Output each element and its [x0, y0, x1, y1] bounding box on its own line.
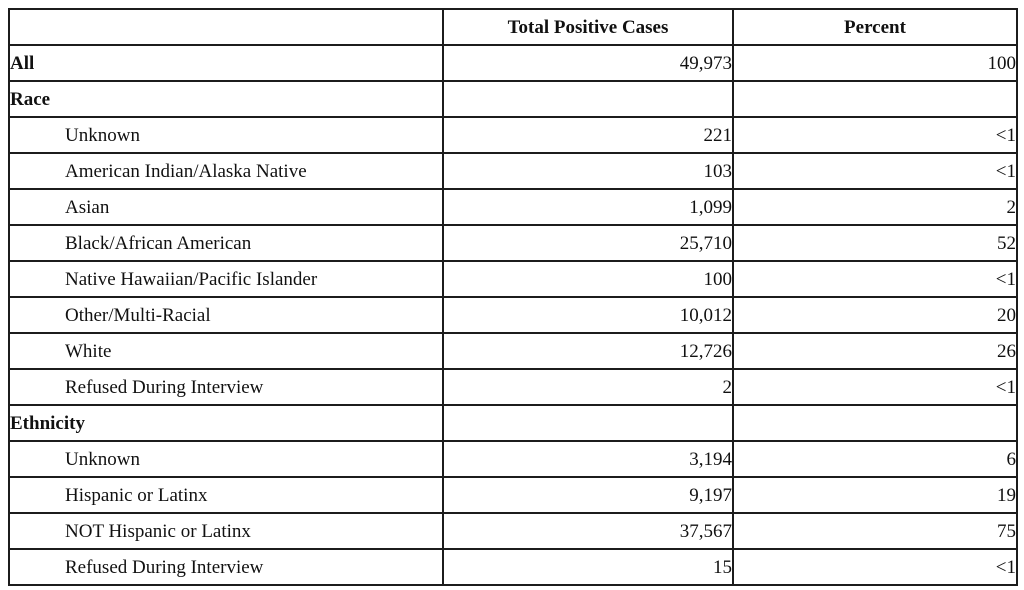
table-row: Black/African American 25,710 52 — [8, 224, 1018, 262]
row-percent-cell: 100 — [732, 44, 1018, 82]
row-percent-cell: <1 — [732, 368, 1018, 406]
row-percent-cell: <1 — [732, 116, 1018, 154]
table-row: Race — [8, 80, 1018, 118]
table-row: Ethnicity — [8, 404, 1018, 442]
row-label-cell: Asian — [8, 188, 444, 226]
row-cases-cell: 10,012 — [442, 296, 734, 334]
row-label-cell: Other/Multi-Racial — [8, 296, 444, 334]
table-row: Hispanic or Latinx 9,197 19 — [8, 476, 1018, 514]
row-cases-cell: 37,567 — [442, 512, 734, 550]
table-row: Unknown 221 <1 — [8, 116, 1018, 154]
row-percent-cell: 52 — [732, 224, 1018, 262]
row-percent-cell: 20 — [732, 296, 1018, 334]
row-cases-cell: 100 — [442, 260, 734, 298]
table-row: White 12,726 26 — [8, 332, 1018, 370]
row-percent-cell — [732, 404, 1018, 442]
row-cases-cell — [442, 404, 734, 442]
table-row: Refused During Interview 2 <1 — [8, 368, 1018, 406]
row-cases-cell: 12,726 — [442, 332, 734, 370]
table-row: Unknown 3,194 6 — [8, 440, 1018, 478]
row-percent-cell: 19 — [732, 476, 1018, 514]
row-percent-cell: 6 — [732, 440, 1018, 478]
row-label-cell: Unknown — [8, 440, 444, 478]
table-row: American Indian/Alaska Native 103 <1 — [8, 152, 1018, 190]
row-label-cell: White — [8, 332, 444, 370]
row-cases-cell: 1,099 — [442, 188, 734, 226]
row-label-cell: American Indian/Alaska Native — [8, 152, 444, 190]
row-cases-cell: 15 — [442, 548, 734, 586]
row-cases-cell: 3,194 — [442, 440, 734, 478]
table-row: Asian 1,099 2 — [8, 188, 1018, 226]
row-label-cell: All — [8, 44, 444, 82]
header-cell-percent: Percent — [732, 8, 1018, 46]
row-label-cell: Unknown — [8, 116, 444, 154]
header-cell-total-positive-cases: Total Positive Cases — [442, 8, 734, 46]
row-label-cell: Black/African American — [8, 224, 444, 262]
row-label-cell: NOT Hispanic or Latinx — [8, 512, 444, 550]
row-cases-cell: 49,973 — [442, 44, 734, 82]
row-cases-cell: 25,710 — [442, 224, 734, 262]
row-cases-cell: 221 — [442, 116, 734, 154]
row-label-cell: Refused During Interview — [8, 368, 444, 406]
row-label-cell: Hispanic or Latinx — [8, 476, 444, 514]
header-row: Total Positive Cases Percent — [8, 8, 1018, 46]
table-row: Native Hawaiian/Pacific Islander 100 <1 — [8, 260, 1018, 298]
row-percent-cell — [732, 80, 1018, 118]
row-cases-cell — [442, 80, 734, 118]
row-percent-cell: 75 — [732, 512, 1018, 550]
table-row: Refused During Interview 15 <1 — [8, 548, 1018, 586]
row-label-cell: Race — [8, 80, 444, 118]
row-percent-cell: 26 — [732, 332, 1018, 370]
row-percent-cell: <1 — [732, 548, 1018, 586]
table-row: All 49,973 100 — [8, 44, 1018, 82]
table-body: All 49,973 100 Race Unknown 221 <1 Ameri… — [8, 44, 1018, 586]
row-cases-cell: 2 — [442, 368, 734, 406]
row-label-cell: Refused During Interview — [8, 548, 444, 586]
row-percent-cell: <1 — [732, 260, 1018, 298]
row-label-cell: Ethnicity — [8, 404, 444, 442]
row-percent-cell: <1 — [732, 152, 1018, 190]
row-cases-cell: 9,197 — [442, 476, 734, 514]
table-row: NOT Hispanic or Latinx 37,567 75 — [8, 512, 1018, 550]
row-percent-cell: 2 — [732, 188, 1018, 226]
table-row: Other/Multi-Racial 10,012 20 — [8, 296, 1018, 334]
positive-cases-table: Total Positive Cases Percent All 49,973 … — [8, 8, 1018, 586]
header-cell-category — [8, 8, 444, 46]
row-label-cell: Native Hawaiian/Pacific Islander — [8, 260, 444, 298]
row-cases-cell: 103 — [442, 152, 734, 190]
